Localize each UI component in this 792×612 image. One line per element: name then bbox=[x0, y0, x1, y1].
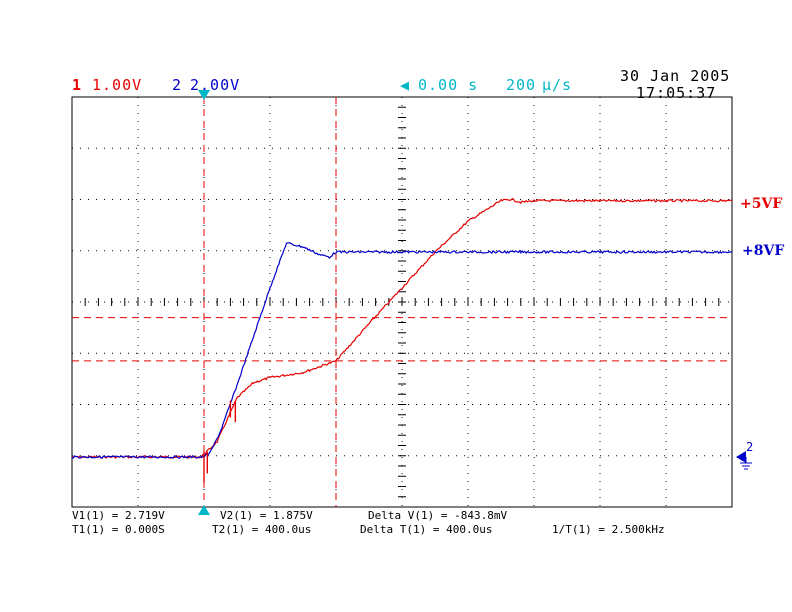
cursor-t1-readout: T1(1) = 0.000S bbox=[72, 523, 165, 536]
cursor-t2-readout: T2(1) = 400.0us bbox=[212, 523, 312, 536]
time-base-unit: μ/s bbox=[542, 76, 573, 94]
delta-v-readout: Delta V(1) = -843.8mV bbox=[368, 509, 508, 522]
cursor-v2-readout: V2(1) = 1.875V bbox=[220, 509, 313, 522]
cursors bbox=[72, 97, 732, 507]
ch2-scale: 2.00V bbox=[190, 76, 241, 94]
trace-8vf bbox=[71, 242, 732, 459]
trigger-position-marker bbox=[198, 90, 210, 100]
time-offset-arrow-icon: ◀ bbox=[400, 76, 411, 94]
frequency-readout: 1/T(1) = 2.500kHz bbox=[552, 523, 665, 536]
traces bbox=[71, 198, 733, 483]
ch2-trace-label: +8VF bbox=[742, 243, 785, 259]
delta-t-readout: Delta T(1) = 400.0us bbox=[360, 523, 493, 536]
time-base-value: 200 bbox=[506, 76, 537, 94]
capture-date: 30 Jan 2005 bbox=[620, 67, 731, 85]
ch1-trace-label: +5VF bbox=[740, 196, 783, 212]
ch1-number: 1 bbox=[72, 76, 83, 94]
ch1-scale: 1.00V bbox=[92, 76, 143, 94]
cursor-v1-readout: V1(1) = 2.719V bbox=[72, 509, 165, 522]
graticule bbox=[71, 96, 733, 508]
time-offset: 0.00 s bbox=[418, 76, 479, 94]
ch2-number: 2 bbox=[172, 76, 183, 94]
trace-5vf bbox=[71, 198, 733, 460]
cursor-bottom-marker bbox=[198, 505, 210, 515]
ground-marker-arrow bbox=[736, 451, 746, 463]
markers: 2 bbox=[198, 90, 753, 515]
ground-channel-number: 2 bbox=[746, 440, 753, 454]
